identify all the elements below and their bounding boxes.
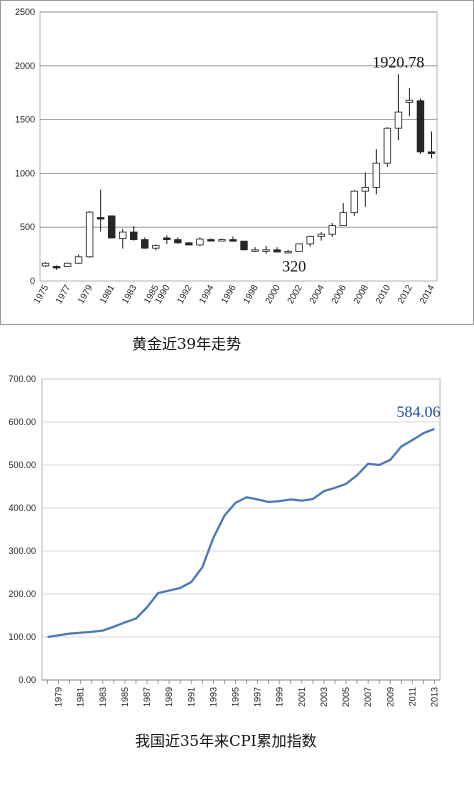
candle-body	[262, 249, 270, 252]
gold-chart-caption: 黄金近39年走势	[132, 335, 242, 353]
candle-body	[141, 239, 149, 249]
x-tick-label: 1985	[120, 687, 130, 707]
x-tick-label: 1995	[230, 687, 240, 707]
y-tick-label: 0	[30, 276, 35, 286]
x-tick-label: 1993	[208, 687, 218, 707]
candle-body	[295, 243, 303, 252]
candle-body	[361, 186, 370, 192]
x-tick-label: 2005	[341, 687, 351, 707]
candle-body	[416, 100, 425, 153]
x-tick-label: 1975	[32, 283, 51, 305]
x-tick-label: 2003	[319, 687, 329, 707]
x-tick-label: 1977	[54, 283, 73, 305]
candle-body	[119, 231, 127, 239]
candle-body	[328, 225, 336, 235]
x-tick-label: 2014	[418, 283, 437, 305]
candle-body	[372, 162, 381, 188]
y-tick-label: 500	[20, 222, 35, 232]
x-tick-label: 2009	[385, 687, 395, 707]
candle-body	[306, 235, 314, 245]
x-tick-label: 1981	[98, 283, 117, 305]
x-tick-label: 1981	[76, 687, 86, 707]
x-tick-label: 1999	[275, 687, 285, 707]
y-tick-label: 200.00	[8, 589, 36, 599]
candle-body	[251, 249, 259, 252]
x-tick-label: 2004	[307, 283, 326, 305]
x-tick-label: 1991	[186, 687, 196, 707]
x-tick-label: 2010	[373, 283, 392, 305]
candle-body	[207, 239, 215, 242]
candle-body	[317, 233, 325, 237]
x-tick-label: 2007	[363, 687, 373, 707]
candle-body	[130, 231, 138, 240]
y-tick-label: 2500	[15, 7, 35, 17]
x-tick-label: 1998	[241, 283, 260, 305]
candle-body	[163, 237, 171, 240]
plot-area	[41, 378, 441, 681]
end-value-annotation: 584.06	[396, 404, 440, 421]
x-tick-label: 2012	[395, 283, 414, 305]
x-tick-label: 1983	[98, 687, 108, 707]
x-tick-label: 1996	[219, 283, 238, 305]
x-tick-label: 1997	[253, 687, 263, 707]
low-annotation: 320	[282, 259, 306, 276]
x-tick-label: 1979	[76, 283, 95, 305]
cpi-chart-caption: 我国近35年来CPI累加指数	[135, 732, 317, 750]
y-tick-label: 2000	[15, 61, 35, 71]
x-tick-label: 1989	[164, 687, 174, 707]
candle-body	[240, 240, 248, 251]
x-tick-label: 2001	[297, 687, 307, 707]
candle-body	[174, 239, 182, 244]
candle-body	[85, 211, 94, 258]
candle-body	[427, 151, 436, 154]
candle-body	[273, 249, 281, 253]
candle-body	[63, 262, 72, 267]
x-tick-label: 2013	[429, 687, 439, 707]
x-tick-label: 2006	[329, 283, 348, 305]
x-tick-label: 2000	[263, 283, 282, 305]
candle-body	[218, 239, 226, 242]
candle-body	[152, 245, 160, 249]
y-tick-label: 0.00	[18, 675, 36, 685]
x-tick-label: 1992	[175, 283, 194, 305]
y-tick-label: 600.00	[8, 417, 36, 427]
x-tick-label: 1987	[142, 687, 152, 707]
candle-body	[350, 190, 359, 214]
y-tick-label: 1000	[15, 168, 35, 178]
cpi-line-chart: 0.00 100.00 200.00 300.00 400.00 500.00 600.00…	[8, 374, 441, 707]
candle-body	[52, 266, 61, 269]
gold-candlestick-chart: 0 500 1000 1500 2000 2500 1975 1977 1979 1981 1983…	[0, 0, 474, 325]
candle-body	[74, 256, 83, 264]
plot-area	[39, 11, 438, 282]
candle-body	[196, 238, 204, 246]
peak-annotation: 1920.78	[372, 54, 424, 71]
y-tick-label: 400.00	[8, 503, 36, 513]
y-tick-label: 300.00	[8, 546, 36, 556]
y-tick-label: 100.00	[8, 632, 36, 642]
x-tick-label: 1979	[54, 687, 64, 707]
candle-body	[107, 215, 116, 239]
candle-body	[383, 127, 392, 164]
x-tick-label: 2008	[351, 283, 370, 305]
y-tick-label: 500.00	[8, 460, 36, 470]
candle-body	[394, 111, 403, 129]
candle-body	[185, 242, 193, 246]
y-tick-label: 1500	[15, 115, 35, 125]
x-tick-label: 1983	[120, 283, 139, 305]
x-tick-label: 2002	[285, 283, 304, 305]
candle-body	[284, 251, 292, 254]
candle-body	[405, 99, 414, 103]
cpi-series-line	[47, 427, 435, 639]
candle-body	[96, 217, 105, 220]
x-tick-label: 2011	[407, 687, 417, 706]
candle-body	[229, 239, 237, 242]
y-tick-label: 700.00	[8, 374, 36, 384]
x-tick-label: 1994	[197, 283, 216, 305]
candle-body	[41, 262, 50, 267]
candle-body	[339, 212, 347, 226]
